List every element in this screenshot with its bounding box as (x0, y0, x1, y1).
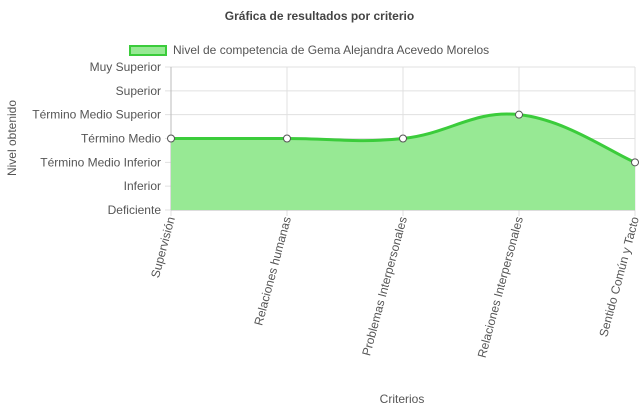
y-tick-label: Inferior (124, 179, 161, 193)
series-area (171, 114, 635, 210)
legend-swatch (129, 44, 167, 56)
y-tick-label: Deficiente (108, 203, 162, 217)
data-point (399, 134, 407, 143)
x-tick-label: Problemas Interpersonales (359, 215, 410, 357)
y-tick-label: Superior (116, 84, 161, 98)
y-tick-label: Muy Superior (90, 60, 161, 74)
y-tick-label: Término Medio Superior (32, 108, 161, 122)
legend-label: Nivel de competencia de Gema Alejandra A… (173, 43, 490, 57)
data-point (631, 158, 639, 167)
chart-title: Gráfica de resultados por criterio (224, 9, 415, 23)
x-axis-title: Criterios (379, 392, 425, 406)
x-tick-label: Supervisión (148, 215, 178, 279)
legend[interactable]: Nivel de competencia de Gema Alejandra A… (129, 42, 489, 58)
y-tick-label: Término Medio Inferior (40, 155, 161, 169)
y-tick-label: Término Medio (81, 132, 161, 146)
x-tick-label: Relaciones humanas (251, 215, 294, 327)
data-point (515, 110, 523, 119)
data-point (167, 134, 175, 143)
x-tick-label: Relaciones Interpersonales (475, 215, 526, 359)
data-point (283, 134, 291, 143)
x-tick-label: Sentido Común y Tacto (596, 215, 639, 339)
